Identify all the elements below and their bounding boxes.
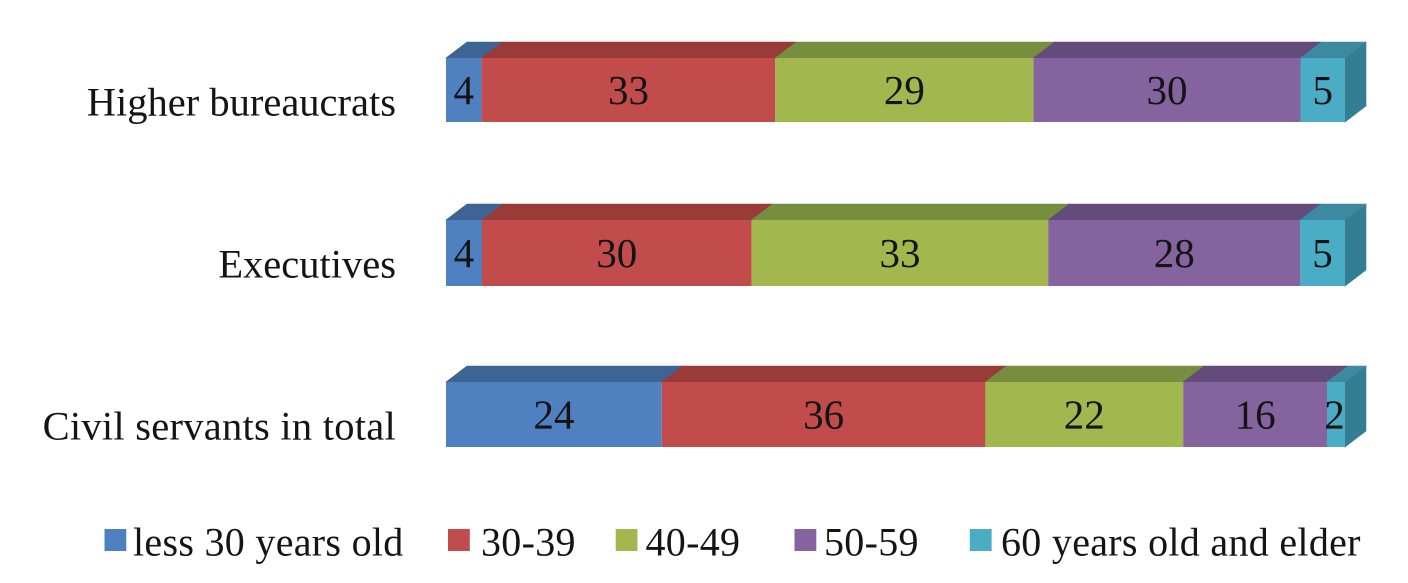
svg-text:4: 4 — [454, 67, 475, 113]
svg-text:Executives: Executives — [218, 242, 396, 287]
svg-text:30: 30 — [1147, 67, 1188, 113]
svg-text:16: 16 — [1235, 392, 1276, 438]
svg-text:29: 29 — [884, 67, 925, 113]
svg-text:28: 28 — [1154, 230, 1195, 276]
svg-text:36: 36 — [803, 392, 844, 438]
svg-text:5: 5 — [1312, 230, 1333, 276]
svg-text:33: 33 — [880, 230, 921, 276]
svg-text:60 years old and elder: 60 years old and elder — [1001, 519, 1361, 564]
svg-text:Higher bureaucrats: Higher bureaucrats — [87, 80, 396, 125]
svg-text:Civil servants in total: Civil servants in total — [43, 404, 396, 449]
svg-text:24: 24 — [533, 392, 574, 438]
svg-text:2: 2 — [1324, 392, 1345, 438]
svg-text:30-39: 30-39 — [481, 519, 576, 564]
svg-text:5: 5 — [1312, 67, 1333, 113]
svg-text:40-49: 40-49 — [646, 519, 741, 564]
svg-text:22: 22 — [1064, 392, 1105, 438]
svg-text:4: 4 — [454, 230, 475, 276]
svg-text:less 30 years old: less 30 years old — [133, 519, 404, 564]
svg-text:33: 33 — [608, 67, 649, 113]
svg-text:50-59: 50-59 — [824, 519, 919, 564]
svg-text:30: 30 — [596, 230, 637, 276]
